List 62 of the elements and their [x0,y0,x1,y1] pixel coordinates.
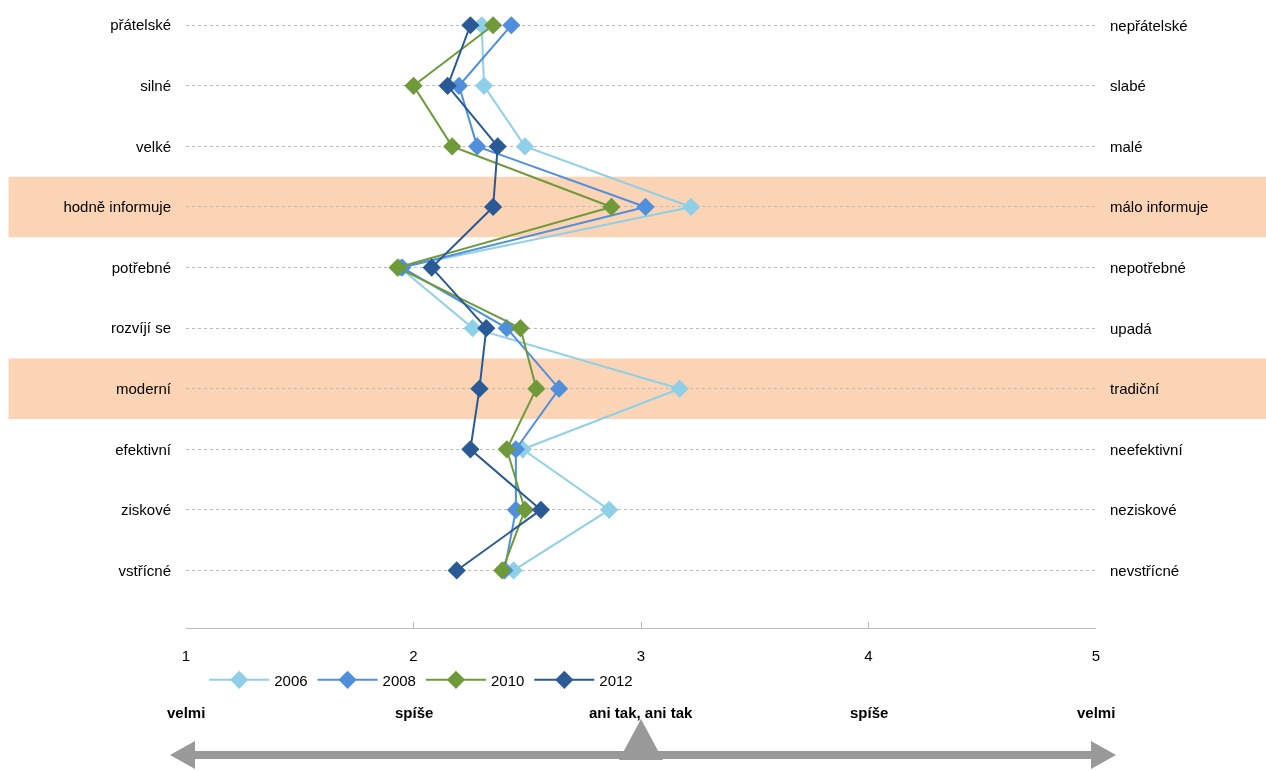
legend-label: 2008 [382,671,416,689]
point [488,137,507,156]
y-tick-label: vstřícné [118,561,171,579]
point [477,319,496,338]
x-tick-label: 3 [636,647,646,664]
text: spíše [850,704,889,721]
point [511,319,530,338]
y-tick-label: ziskové [120,501,171,519]
y-tick-label: přátelské [110,16,171,34]
point [438,76,457,95]
y-tick-label: potřebné [111,258,171,276]
y-tick-label: silné [140,77,171,95]
point [531,500,550,519]
text: slabé [1110,77,1146,94]
text: tradiční [1110,380,1161,397]
point [463,319,482,338]
text: velmi [1077,704,1116,721]
text: nepřátelské [1110,17,1188,34]
y-tick-label: moderní [115,379,172,397]
point [670,379,689,398]
x-tick-label: 5 [1091,647,1101,664]
point [636,197,655,217]
point [468,137,487,156]
text: velmi [167,704,206,721]
text: málo informuje [1110,198,1209,215]
point [484,16,503,35]
point [497,440,516,459]
point [515,500,535,519]
x-tick-label: 1 [181,647,191,664]
point [443,137,462,156]
text: nepotřebné [1110,259,1186,276]
legend-label: 2012 [599,671,633,689]
text: upadá [1110,320,1153,337]
point [422,258,441,277]
point [502,16,521,35]
x-tick-label: 2 [409,647,418,664]
point [461,440,480,459]
y-tick-label: rozvíjí se [110,319,171,337]
x-tick-label: 4 [864,647,873,664]
text: neefektivní [1110,441,1184,458]
y-tick-label: velké [135,137,171,155]
y-tick-label: efektivní [115,440,172,458]
legend-label: 2006 [274,671,308,689]
point [600,500,619,519]
text: neziskové [1110,501,1177,518]
text: ani tak, ani tak [589,704,694,721]
text: malé [1110,138,1143,155]
point [461,16,480,35]
text: nevstřícné [1110,562,1180,579]
text: spíše [395,704,434,721]
point [550,379,569,398]
point [470,379,489,398]
point [474,76,494,95]
legend-label: 2010 [490,671,525,689]
point [602,197,621,217]
point [404,76,423,95]
y-tick-label: hodně informuje [63,198,171,216]
point [447,561,466,580]
point [484,197,503,217]
point [515,137,535,156]
point [527,379,546,398]
point [681,197,701,217]
